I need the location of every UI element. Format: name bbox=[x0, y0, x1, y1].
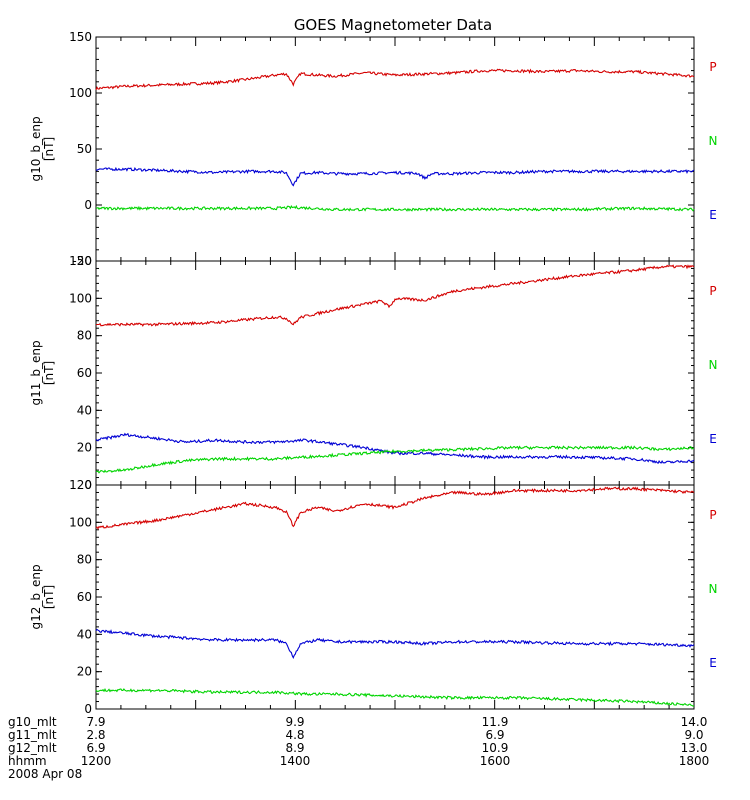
series-line-E bbox=[95, 628, 695, 660]
row-label: g12_mlt bbox=[8, 741, 57, 755]
row-value: 1400 bbox=[280, 754, 311, 768]
row-value: 1800 bbox=[679, 754, 710, 768]
row-value: 1200 bbox=[81, 754, 112, 768]
y-tick-label: 60 bbox=[77, 366, 92, 380]
panel-frame bbox=[95, 484, 695, 710]
y-tick-label: -50 bbox=[72, 254, 92, 268]
x-axis-table: g10_mlt 7.9 9.9 11.9 14.0 g11_mlt 2.8 4.8 6.9 9.0… bbox=[8, 715, 709, 781]
y-tick-label: 120 bbox=[69, 478, 92, 492]
y-axis-label: g11_b_enp bbox=[29, 340, 43, 405]
row-value: 6.9 bbox=[485, 728, 504, 742]
y-tick-label: 60 bbox=[77, 590, 92, 604]
series-line-N bbox=[95, 445, 695, 474]
y-tick-label: 40 bbox=[77, 403, 92, 417]
panel-1: 150 100 50 0 -50 g10_b_enp [nT] P N E bbox=[29, 30, 717, 268]
legend-N: N bbox=[709, 582, 718, 596]
series-line-E bbox=[95, 166, 695, 187]
y-axis-unit: [nT] bbox=[42, 361, 56, 385]
y-tick-label: 150 bbox=[69, 30, 92, 44]
y-tick-label: 100 bbox=[69, 86, 92, 100]
row-value: 7.9 bbox=[86, 715, 105, 729]
y-axis-label: g12_b_enp bbox=[29, 564, 43, 629]
date-label: 2008 Apr 08 bbox=[8, 767, 82, 781]
y-axis-unit: [nT] bbox=[42, 137, 56, 161]
legend-E: E bbox=[709, 656, 717, 670]
y-axis-unit: [nT] bbox=[42, 585, 56, 609]
y-tick-label: 120 bbox=[69, 254, 92, 268]
row-value: 13.0 bbox=[681, 741, 708, 755]
y-tick-label: 40 bbox=[77, 627, 92, 641]
row-value: 9.9 bbox=[285, 715, 304, 729]
legend-E: E bbox=[709, 208, 717, 222]
y-tick-label: 100 bbox=[69, 515, 92, 529]
series-line-N bbox=[95, 687, 694, 707]
y-tick-label: 0 bbox=[84, 198, 92, 212]
series-line-E bbox=[95, 432, 695, 464]
series-line-N bbox=[96, 204, 695, 212]
y-tick-label: 20 bbox=[77, 665, 92, 679]
y-tick-label: 100 bbox=[69, 291, 92, 305]
legend-P: P bbox=[709, 60, 716, 74]
row-value: 8.9 bbox=[285, 741, 304, 755]
legend-P: P bbox=[709, 508, 716, 522]
row-value: 1600 bbox=[480, 754, 511, 768]
panel-3: 120 100 80 60 40 20 0 g12_b_enp [nT] P N E bbox=[29, 478, 717, 716]
series-line-P bbox=[95, 486, 695, 530]
row-value: 9.0 bbox=[684, 728, 703, 742]
legend-E: E bbox=[709, 432, 717, 446]
legend-N: N bbox=[709, 134, 718, 148]
y-tick-label: 80 bbox=[77, 329, 92, 343]
legend-P: P bbox=[709, 284, 716, 298]
row-value: 2.8 bbox=[86, 728, 105, 742]
chart-title: GOES Magnetometer Data bbox=[294, 16, 492, 34]
y-tick-label: 0 bbox=[84, 478, 92, 492]
y-tick-label: 80 bbox=[77, 553, 92, 567]
series-line-P bbox=[95, 68, 695, 91]
legend-N: N bbox=[709, 358, 718, 372]
row-value: 4.8 bbox=[285, 728, 304, 742]
y-tick-label: 0 bbox=[84, 702, 92, 716]
panel-2: 120 100 80 60 40 20 0 g11_b_enp [nT] P N E bbox=[29, 254, 717, 492]
row-label: hhmm bbox=[8, 754, 47, 768]
y-tick-label: 50 bbox=[77, 142, 92, 156]
row-value: 10.9 bbox=[482, 741, 509, 755]
row-value: 6.9 bbox=[86, 741, 105, 755]
series-line-P bbox=[95, 264, 695, 327]
y-axis-label: g10_b_enp bbox=[29, 116, 43, 181]
y-tick-label: 20 bbox=[77, 441, 92, 455]
row-value: 14.0 bbox=[681, 715, 708, 729]
row-label: g11_mlt bbox=[8, 728, 57, 742]
row-value: 11.9 bbox=[482, 715, 509, 729]
row-label: g10_mlt bbox=[8, 715, 57, 729]
